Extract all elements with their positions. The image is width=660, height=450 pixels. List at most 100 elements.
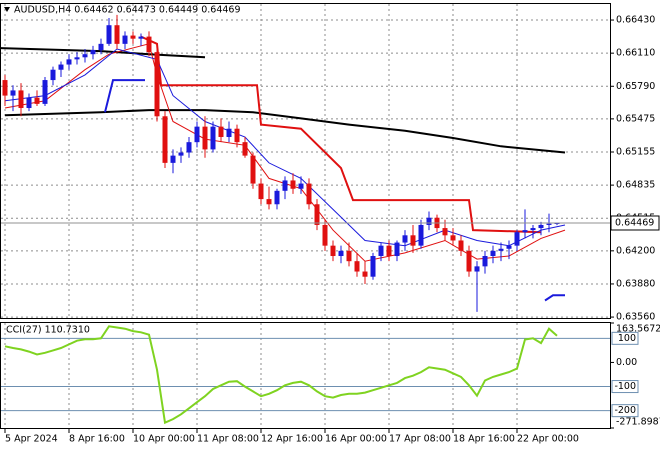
candle-body [330,245,336,257]
candle-body [122,35,128,44]
candle-body [402,235,408,243]
y-tick-label: 0.63880 [616,278,655,289]
candle-body [178,152,184,156]
candle-body [354,261,360,272]
candle-body [394,242,400,257]
last-price-label: 0.64469 [615,217,654,228]
axis-layer: 0.66430 0.66110 0.65790 0.65475 0.65155 0.648… [4,15,660,445]
y-tick-label: 0.63560 [616,312,655,323]
overlay-line [104,79,565,302]
title-icon [4,7,10,12]
y-tick-label: 0.65790 [616,81,655,92]
y-tick-label: 0.65475 [616,113,655,124]
candle-body [482,256,488,267]
y-tick-label: 163.5672 [616,324,660,335]
x-tick-label: 5 Apr 2024 [5,434,58,445]
cci-plot [4,325,558,425]
candle-body [410,235,416,246]
candle-body [450,235,456,241]
candle-body [186,142,192,153]
candle-body [130,35,136,39]
candle-body [2,80,8,96]
candle-body [114,25,120,44]
candle-body [282,180,288,191]
candle-body [170,155,176,163]
candle-body [82,54,88,58]
candle-body [362,271,368,277]
candle-body [162,116,168,163]
y-tick-label: 0.64835 [616,180,655,191]
candle-body [490,250,496,257]
candle-body [10,90,16,96]
level-label-box [611,331,639,345]
candle-body [546,223,552,225]
last-price-box [610,215,660,231]
y-tick-label: 0.66430 [616,15,655,26]
y-tick-label: -271.8987 [616,417,660,428]
candle-body [498,248,504,251]
overlay-line [1,47,206,59]
candle-body [146,36,152,53]
x-tick-label: 10 Apr 00:00 [133,434,195,445]
x-tick-label: 22 Apr 00:00 [517,434,579,445]
candle-body [290,180,296,189]
level-label: -100 [614,381,636,392]
candle-body [522,230,528,233]
candle-body [378,245,384,257]
candle-body [474,266,480,272]
candle-body [258,183,264,200]
price-panel-frame [0,3,611,319]
candle-body [218,126,224,137]
chart-title: AUDUSD,H4 0.64462 0.64473 0.64449 0.6446… [14,5,241,16]
overlay-line [140,35,542,234]
candle-body [50,69,56,81]
candle-body [370,256,376,277]
candle-body [274,190,280,205]
candle-body [346,250,352,262]
candle-body [98,43,104,51]
overlay-line [4,43,566,262]
candle-body [314,204,320,225]
candle-body [458,240,464,251]
candle-body [74,57,80,60]
candle-body [34,97,40,104]
candle-body [514,232,520,246]
cci-panel-frame [0,322,611,429]
y-tick-label: 0.64200 [616,245,655,256]
indicator-title: CCI(27) 110.7310 [6,325,90,336]
candle-body [266,199,272,205]
candle-body [426,217,432,225]
candle-body [66,59,72,65]
candle-body [18,90,24,109]
candle-body [234,128,240,143]
candle-body [242,142,248,156]
level-label: -200 [614,405,636,416]
candle-body [338,250,344,257]
candle-body [322,224,328,246]
candle-body [538,224,544,229]
candle-body [42,80,48,104]
x-tick-label: 12 Apr 16:00 [261,434,323,445]
level-label-box [611,404,639,418]
x-tick-label: 16 Apr 00:00 [325,434,387,445]
candle-body [90,50,96,55]
grid-layer [1,4,610,428]
candle-body [466,250,472,272]
candle-body [194,126,200,143]
level-label-box [611,380,639,394]
candle-body [442,228,448,236]
y-tick-label: 0.00 [616,357,637,368]
x-tick-label: 11 Apr 08:00 [197,434,259,445]
y-tick-label: 0.66110 [616,48,655,59]
candle-body [418,224,424,246]
candle-body [386,245,392,257]
candle-body [26,97,32,109]
candle-body [138,36,144,39]
x-tick-label: 8 Apr 16:00 [69,434,125,445]
x-tick-label: 17 Apr 08:00 [389,434,451,445]
candle-body [226,128,232,137]
overlay-line [4,48,566,247]
candle-body [530,228,536,231]
level-label: 100 [618,333,636,344]
